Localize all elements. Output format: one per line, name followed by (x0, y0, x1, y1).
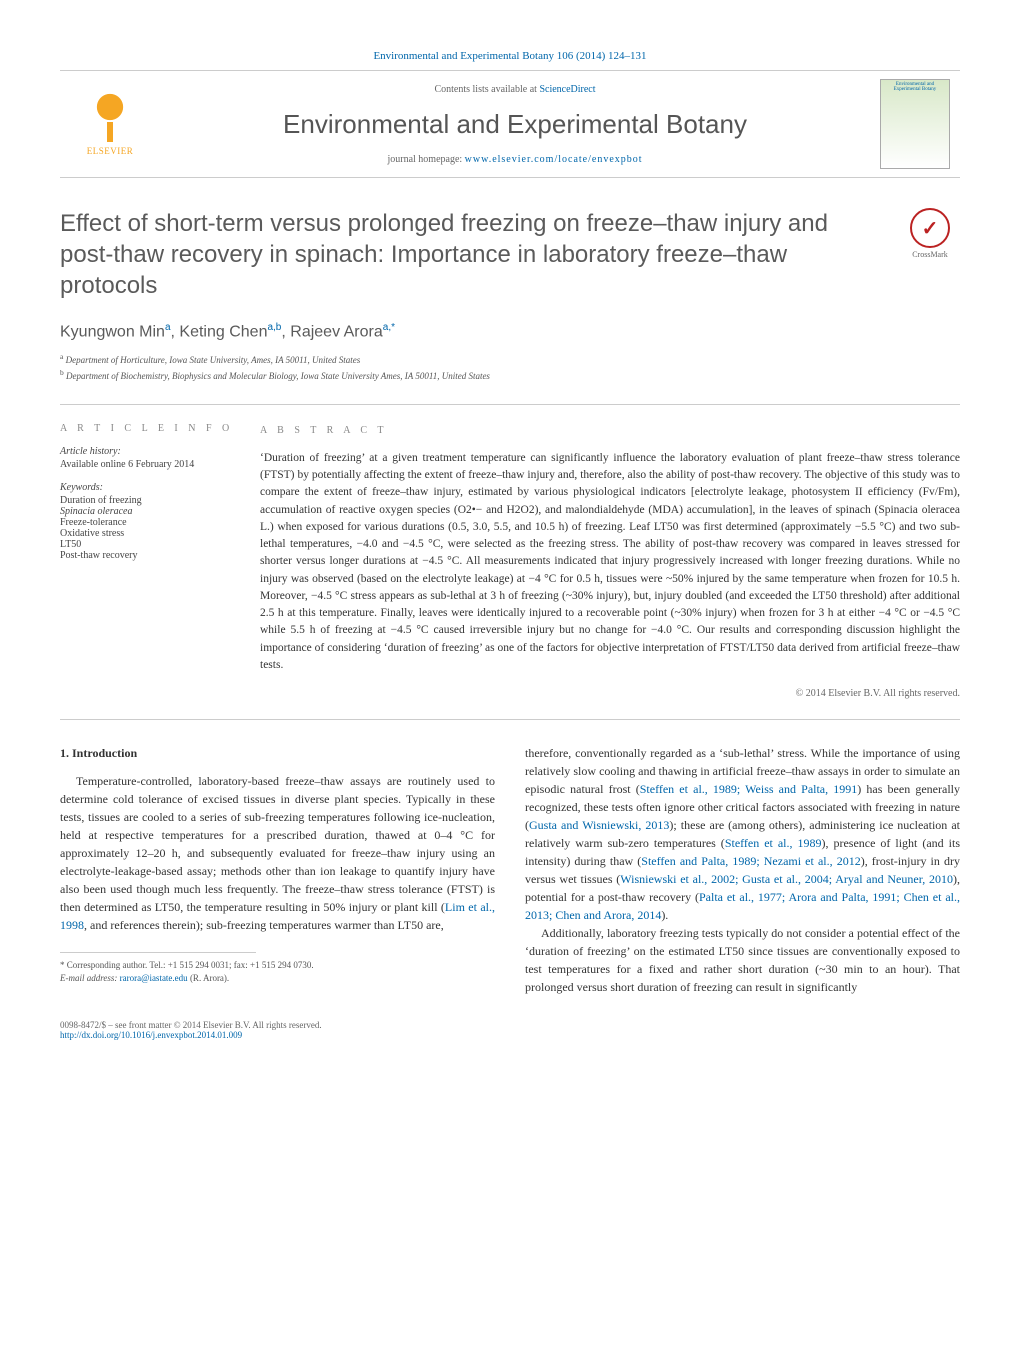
ref-gusta-wisniewski-2013[interactable]: Gusta and Wisniewski, 2013 (529, 818, 669, 832)
sciencedirect-link[interactable]: ScienceDirect (539, 84, 595, 95)
corresponding-author-footnote: * Corresponding author. Tel.: +1 515 294… (60, 959, 495, 984)
keyword-1: Spinacia oleracea (60, 506, 240, 517)
keyword-3: Oxidative stress (60, 528, 240, 539)
ref-steffen-1989-weiss-1991[interactable]: Steffen et al., 1989; Weiss and Palta, 1… (640, 782, 858, 796)
intro-para-2: Additionally, laboratory freezing tests … (525, 924, 960, 996)
corr-email-link[interactable]: rarora@iastate.edu (120, 973, 188, 983)
intro-para-1-cont: therefore, conventionally regarded as a … (525, 744, 960, 924)
issn-copyright-line: 0098-8472/$ – see front matter © 2014 El… (60, 1020, 322, 1030)
crossmark-badge[interactable]: ✓ CrossMark (900, 208, 960, 268)
c2-t-g: ). (661, 908, 668, 922)
article-info-heading: A R T I C L E I N F O (60, 423, 240, 434)
abstract-text: ‘Duration of freezing’ at a given treatm… (260, 450, 960, 674)
affiliation-a: a Department of Horticulture, Iowa State… (60, 351, 960, 368)
corr-author-line: * Corresponding author. Tel.: +1 515 294… (60, 959, 495, 972)
section-1-heading: 1. Introduction (60, 744, 495, 762)
elsevier-logo: ELSEVIER (70, 79, 150, 169)
homepage-prefix: journal homepage: (387, 154, 464, 165)
journal-header-bar: ELSEVIER Contents lists available at Sci… (60, 70, 960, 178)
author-list: Kyungwon Mina, Keting Chena,b, Rajeev Ar… (60, 322, 960, 341)
affiliations: a Department of Horticulture, Iowa State… (60, 351, 960, 384)
keyword-4: LT50 (60, 539, 240, 550)
abstract-heading: A B S T R A C T (260, 423, 960, 438)
page-footer: 0098-8472/$ – see front matter © 2014 El… (60, 1020, 960, 1040)
intro-text-1a: Temperature-controlled, laboratory-based… (60, 774, 495, 914)
article-info-column: A R T I C L E I N F O Article history: A… (60, 423, 260, 701)
keyword-0: Duration of freezing (60, 495, 240, 506)
crossmark-label: CrossMark (912, 250, 948, 259)
article-history-value: Available online 6 February 2014 (60, 459, 240, 470)
ref-steffen-palta-nezami[interactable]: Steffen and Palta, 1989; Nezami et al., … (641, 854, 860, 868)
affiliation-a-text: Department of Horticulture, Iowa State U… (66, 355, 361, 365)
intro-para-1: Temperature-controlled, laboratory-based… (60, 772, 495, 934)
keyword-5: Post-thaw recovery (60, 550, 240, 561)
ref-steffen-1989[interactable]: Steffen et al., 1989 (725, 836, 822, 850)
intro-text-1b: , and references therein); sub-freezing … (84, 918, 444, 932)
journal-reference: Environmental and Experimental Botany 10… (60, 50, 960, 62)
crossmark-icon: ✓ (910, 208, 950, 248)
footnote-separator (60, 952, 256, 953)
journal-title: Environmental and Experimental Botany (150, 109, 880, 140)
elsevier-tree-icon (85, 92, 135, 142)
body-column-right: therefore, conventionally regarded as a … (525, 744, 960, 996)
contents-prefix: Contents lists available at (434, 84, 539, 95)
email-label: E-mail address: (60, 973, 120, 983)
abstract-column: A B S T R A C T ‘Duration of freezing’ a… (260, 423, 960, 701)
body-column-left: 1. Introduction Temperature-controlled, … (60, 744, 495, 996)
elsevier-label: ELSEVIER (87, 146, 134, 156)
abstract-copyright: © 2014 Elsevier B.V. All rights reserved… (260, 686, 960, 701)
affiliation-b: b Department of Biochemistry, Biophysics… (60, 367, 960, 384)
article-history-label: Article history: (60, 446, 240, 457)
article-title: Effect of short-term versus prolonged fr… (60, 208, 880, 302)
journal-cover-thumbnail: Environmental and Experimental Botany (880, 79, 950, 169)
contents-available-line: Contents lists available at ScienceDirec… (150, 84, 880, 95)
doi-link[interactable]: http://dx.doi.org/10.1016/j.envexpbot.20… (60, 1030, 242, 1040)
email-tail: (R. Arora). (188, 973, 230, 983)
keyword-2: Freeze-tolerance (60, 517, 240, 528)
section-title: Introduction (72, 746, 137, 760)
affiliation-b-text: Department of Biochemistry, Biophysics a… (66, 371, 490, 381)
keywords-label: Keywords: (60, 482, 240, 493)
cover-thumb-title: Environmental and Experimental Botany (881, 80, 949, 94)
journal-homepage-link[interactable]: www.elsevier.com/locate/envexpbot (465, 154, 643, 165)
body-two-column: 1. Introduction Temperature-controlled, … (60, 744, 960, 996)
section-number: 1. (60, 746, 69, 760)
homepage-line: journal homepage: www.elsevier.com/locat… (150, 154, 880, 165)
ref-wisniewski-gusta-aryal[interactable]: Wisniewski et al., 2002; Gusta et al., 2… (620, 872, 953, 886)
